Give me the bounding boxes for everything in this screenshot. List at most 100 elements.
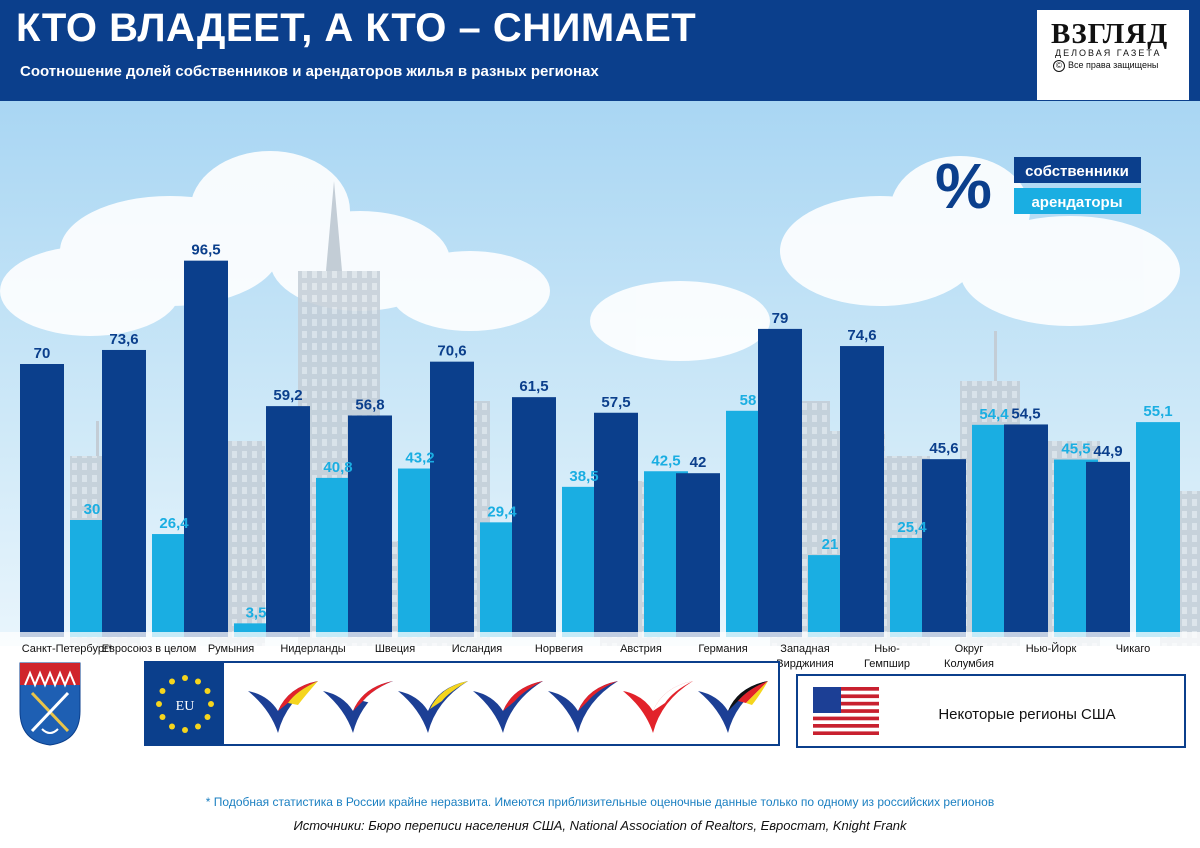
bar-owners — [922, 459, 966, 637]
category-label: Санкт-Петербург* — [22, 643, 113, 655]
value-label-renters: 3,5 — [246, 604, 267, 621]
category-strip — [0, 632, 1200, 662]
value-label-renters: 58 — [740, 392, 757, 409]
publisher-logo: ВЗГЛЯД ДЕЛОВАЯ ГАЗЕТА © Все права защищен… — [1037, 10, 1189, 100]
footnote: * Подобная статистика в России крайне не… — [205, 795, 995, 809]
category-label: Швеция — [375, 643, 415, 655]
eu-star-icon — [156, 701, 162, 707]
value-label-owners: 54,5 — [1011, 405, 1040, 422]
copyright-icon: © — [1053, 60, 1065, 72]
eu-star-icon — [182, 727, 188, 733]
value-label-renters: 29,4 — [487, 503, 517, 520]
eu-star-icon — [169, 723, 175, 730]
page-subtitle: Соотношение долей собственников и аренда… — [20, 63, 599, 80]
eu-star-icon — [195, 678, 201, 685]
value-label-owners: 74,6 — [847, 327, 876, 344]
value-label-renters: 42,5 — [651, 452, 680, 469]
category-label: Нью-Йорк — [1026, 642, 1077, 655]
bar-owners — [1004, 424, 1048, 637]
value-label-owners: 45,6 — [929, 440, 958, 457]
bar-owners — [102, 349, 146, 637]
value-label-owners: 57,5 — [601, 394, 630, 411]
logo-rights: © Все права защищены — [1053, 60, 1158, 72]
category-label: Евросоюз в целом — [102, 643, 197, 655]
bar-owners — [594, 412, 638, 637]
value-label-owners: 61,5 — [519, 378, 548, 395]
category-label: Нью- — [874, 643, 900, 655]
eu-star-icon — [204, 688, 211, 694]
eu-countries-panel: EU — [144, 661, 780, 746]
eu-star-icon — [195, 723, 201, 730]
category-label-group: Санкт-Петербург*Евросоюз в целом Румыния Н… — [22, 642, 1151, 670]
percent-symbol: % — [935, 150, 992, 222]
category-label: Германия — [698, 643, 747, 655]
category-label: Румыния — [208, 643, 254, 655]
value-label-renters: 38,5 — [569, 468, 598, 485]
sources: Источники: Бюро переписи населения США, … — [293, 818, 907, 833]
us-flag-icon — [813, 687, 879, 735]
value-label-renters: 54,4 — [979, 406, 1009, 423]
value-label-renters: 55,1 — [1143, 403, 1172, 420]
bar-chart: 70 30 73,6 26,4 96,5 3,5 59,2 40,8 56,8 43,2 70,6 2… — [0, 101, 1200, 748]
bar-owners — [266, 406, 310, 637]
value-label-owners: 70,6 — [437, 343, 466, 360]
category-label: Западная — [780, 643, 829, 655]
value-label-owners: 79 — [772, 310, 789, 327]
bar-owners — [512, 397, 556, 637]
legend: % собственники арендаторы — [935, 150, 1141, 222]
bar-renters — [1136, 422, 1180, 637]
category-label: Колумбия — [944, 658, 994, 670]
value-label-renters: 26,4 — [159, 515, 189, 532]
category-label: Чикаго — [1116, 643, 1151, 655]
legend-label-renters: арендаторы — [1031, 194, 1122, 211]
value-label-owners: 44,9 — [1093, 443, 1122, 460]
eu-star-icon — [208, 701, 214, 707]
value-label-renters: 21 — [822, 536, 839, 553]
value-label-owners: 96,5 — [191, 242, 220, 259]
category-label: Австрия — [620, 643, 662, 655]
value-label-owners: 73,6 — [109, 331, 138, 348]
spb-coat-of-arms — [19, 662, 81, 746]
eu-star-icon — [204, 714, 211, 720]
bar-owners — [676, 473, 720, 637]
value-label-renters: 30 — [84, 501, 101, 518]
category-label: Округ — [955, 643, 984, 655]
bar-owners — [840, 346, 884, 637]
bar-owners — [20, 364, 64, 637]
eu-star-icon — [159, 714, 166, 720]
value-label-owners: 59,2 — [273, 387, 302, 404]
us-regions-panel: Некоторые регионы США — [796, 674, 1186, 748]
value-label-group: 70 30 73,6 26,4 96,5 3,5 59,2 40,8 56,8 43,2 70,6 2… — [34, 242, 1173, 622]
logo-tagline: ДЕЛОВАЯ ГАЗЕТА — [1055, 48, 1162, 58]
category-label: Нидерланды — [280, 643, 345, 655]
value-label-renters: 45,5 — [1061, 441, 1090, 458]
rights-text: Все права защищены — [1068, 60, 1159, 70]
category-label: Норвегия — [535, 643, 583, 655]
bar-series-group — [20, 260, 1180, 637]
category-label: Вирджиния — [776, 658, 833, 670]
us-regions-label: Некоторые регионы США — [938, 706, 1115, 723]
eu-country-flag-icons — [248, 681, 768, 733]
value-label-renters: 25,4 — [897, 519, 927, 536]
value-label-owners: 56,8 — [355, 396, 384, 413]
category-label: Гемпшир — [864, 658, 910, 670]
category-label: Исландия — [452, 643, 503, 655]
bar-owners — [1086, 461, 1130, 637]
value-label-owners: 70 — [34, 345, 51, 362]
bar-owners — [430, 361, 474, 637]
bar-owners — [348, 415, 392, 637]
bar-owners — [184, 260, 228, 637]
value-label-owners: 42 — [690, 454, 707, 471]
header-bar: КТО ВЛАДЕЕТ, А КТО – СНИМАЕТ Соотношение… — [0, 0, 1200, 101]
bar-owners — [758, 328, 802, 637]
legend-swatch-owners — [1014, 157, 1141, 183]
legend-label-owners: собственники — [1025, 163, 1129, 180]
value-label-renters: 40,8 — [323, 459, 352, 476]
value-label-renters: 43,2 — [405, 450, 434, 467]
eu-star-icon — [159, 688, 166, 694]
eu-star-icon — [182, 675, 188, 681]
page-title: КТО ВЛАДЕЕТ, А КТО – СНИМАЕТ — [16, 6, 697, 50]
eu-flag-label: EU — [176, 699, 195, 714]
eu-star-icon — [169, 678, 175, 685]
legend-swatch-renters — [1014, 188, 1141, 214]
